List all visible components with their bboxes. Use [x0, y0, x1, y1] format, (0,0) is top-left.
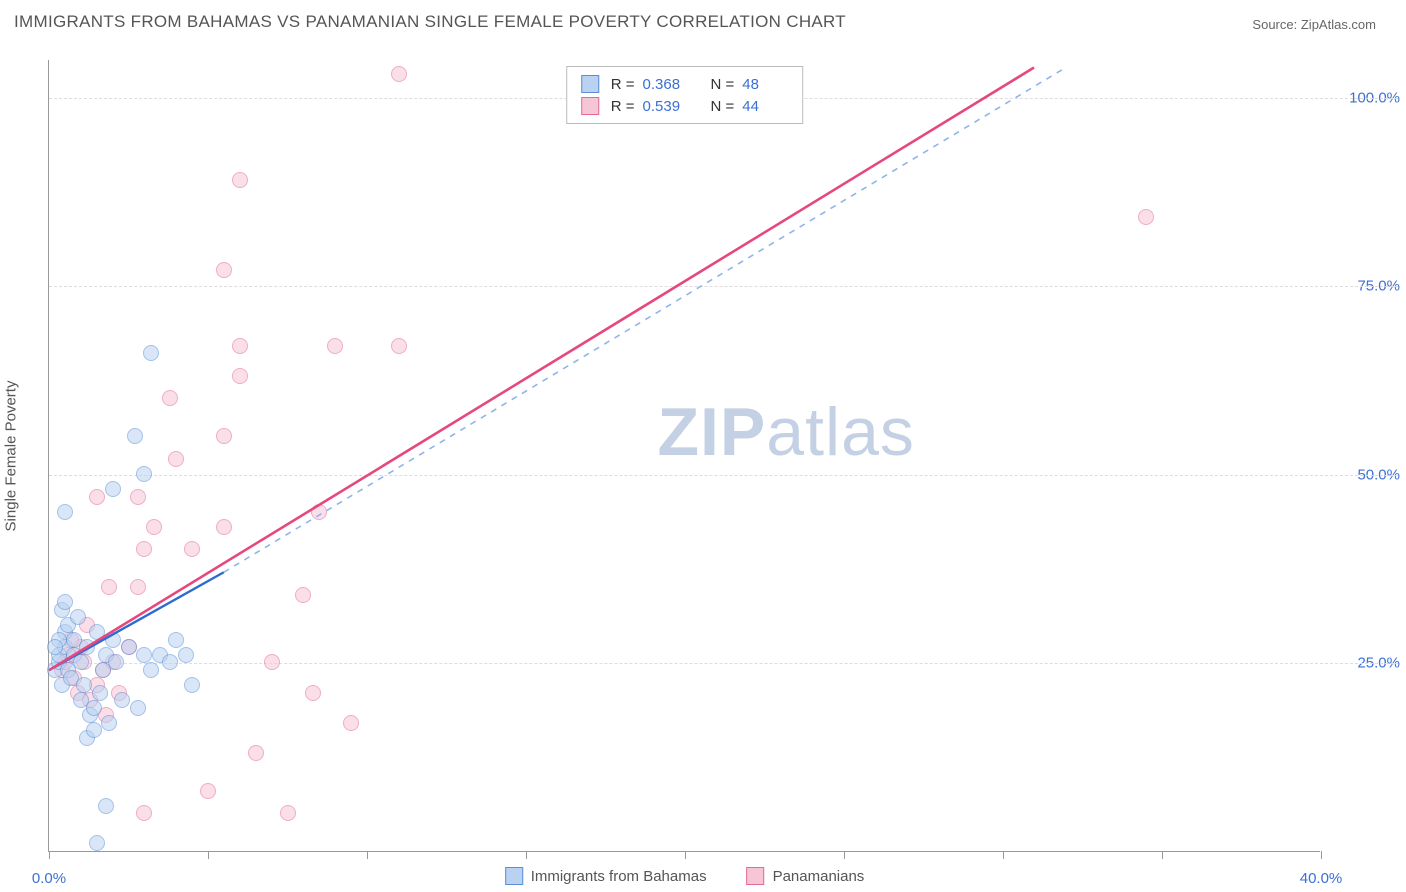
legend-label: Immigrants from Bahamas [531, 868, 707, 885]
legend-stat-row: R = 0.368 N = 48 [581, 73, 789, 95]
data-point-bahamas [130, 700, 146, 716]
data-point-panamanians [216, 519, 232, 535]
legend-swatch [581, 75, 599, 93]
data-point-bahamas [86, 700, 102, 716]
legend-label: Panamanians [773, 868, 865, 885]
x-tick-label: 40.0% [1300, 870, 1343, 887]
data-point-bahamas [136, 466, 152, 482]
r-value: 0.368 [643, 76, 689, 93]
data-point-panamanians [216, 428, 232, 444]
data-point-bahamas [73, 654, 89, 670]
data-point-panamanians [1138, 209, 1154, 225]
data-point-panamanians [305, 685, 321, 701]
watermark-logo: ZIPatlas [657, 393, 914, 471]
data-point-bahamas [86, 722, 102, 738]
data-point-bahamas [98, 798, 114, 814]
n-label: N = [711, 76, 735, 93]
data-point-panamanians [343, 715, 359, 731]
data-point-bahamas [143, 345, 159, 361]
data-point-bahamas [79, 639, 95, 655]
data-point-panamanians [264, 654, 280, 670]
data-point-bahamas [70, 609, 86, 625]
gridline [49, 286, 1398, 287]
x-tick [844, 851, 845, 859]
r-value: 0.539 [643, 98, 689, 115]
data-point-panamanians [101, 579, 117, 595]
legend-swatch [581, 97, 599, 115]
r-label: R = [611, 76, 635, 93]
x-tick [367, 851, 368, 859]
data-point-panamanians [146, 519, 162, 535]
data-point-panamanians [232, 338, 248, 354]
legend-swatch [505, 867, 523, 885]
data-point-panamanians [295, 587, 311, 603]
data-point-panamanians [184, 541, 200, 557]
data-point-bahamas [127, 428, 143, 444]
x-tick [526, 851, 527, 859]
series-legend: Immigrants from Bahamas Panamanians [505, 867, 865, 885]
x-tick [1321, 851, 1322, 859]
data-point-panamanians [130, 579, 146, 595]
source-attribution: Source: ZipAtlas.com [1252, 17, 1376, 32]
data-point-bahamas [47, 639, 63, 655]
data-point-bahamas [57, 504, 73, 520]
data-point-bahamas [168, 632, 184, 648]
n-label: N = [711, 98, 735, 115]
data-point-panamanians [232, 172, 248, 188]
legend-stat-row: R = 0.539 N = 44 [581, 95, 789, 117]
scatter-chart: Single Female Poverty ZIPatlas R =0.368N… [48, 60, 1320, 852]
gridline [49, 663, 1398, 664]
x-tick [685, 851, 686, 859]
data-point-panamanians [216, 262, 232, 278]
data-point-bahamas [105, 632, 121, 648]
data-point-bahamas [101, 715, 117, 731]
x-tick [208, 851, 209, 859]
gridline [49, 475, 1398, 476]
data-point-bahamas [143, 662, 159, 678]
data-point-bahamas [114, 692, 130, 708]
data-point-panamanians [162, 390, 178, 406]
data-point-bahamas [89, 835, 105, 851]
data-point-panamanians [248, 745, 264, 761]
data-point-bahamas [121, 639, 137, 655]
data-point-panamanians [391, 66, 407, 82]
data-point-bahamas [178, 647, 194, 663]
data-point-bahamas [92, 685, 108, 701]
data-point-panamanians [311, 504, 327, 520]
n-value: 44 [742, 98, 788, 115]
data-point-bahamas [184, 677, 200, 693]
data-point-panamanians [89, 489, 105, 505]
data-point-panamanians [200, 783, 216, 799]
r-label: R = [611, 98, 635, 115]
data-point-bahamas [162, 654, 178, 670]
data-point-bahamas [57, 594, 73, 610]
data-point-panamanians [136, 805, 152, 821]
data-point-bahamas [136, 647, 152, 663]
correlation-legend: R = 0.368 N = 48 R = 0.539 N = 44 [566, 66, 804, 124]
chart-title: IMMIGRANTS FROM BAHAMAS VS PANAMANIAN SI… [14, 12, 846, 32]
y-axis-title: Single Female Poverty [3, 380, 20, 531]
data-point-panamanians [232, 368, 248, 384]
data-point-bahamas [76, 677, 92, 693]
x-tick [1162, 851, 1163, 859]
data-point-panamanians [391, 338, 407, 354]
n-value: 48 [742, 76, 788, 93]
data-point-bahamas [105, 481, 121, 497]
data-point-bahamas [108, 654, 124, 670]
x-tick-label: 0.0% [32, 870, 66, 887]
data-point-panamanians [280, 805, 296, 821]
x-tick [1003, 851, 1004, 859]
data-point-panamanians [130, 489, 146, 505]
data-point-bahamas [89, 624, 105, 640]
data-point-panamanians [136, 541, 152, 557]
legend-swatch [747, 867, 765, 885]
legend-item: Immigrants from Bahamas [505, 867, 707, 885]
legend-item: Panamanians [747, 867, 865, 885]
data-point-panamanians [327, 338, 343, 354]
x-tick [49, 851, 50, 859]
data-point-panamanians [168, 451, 184, 467]
